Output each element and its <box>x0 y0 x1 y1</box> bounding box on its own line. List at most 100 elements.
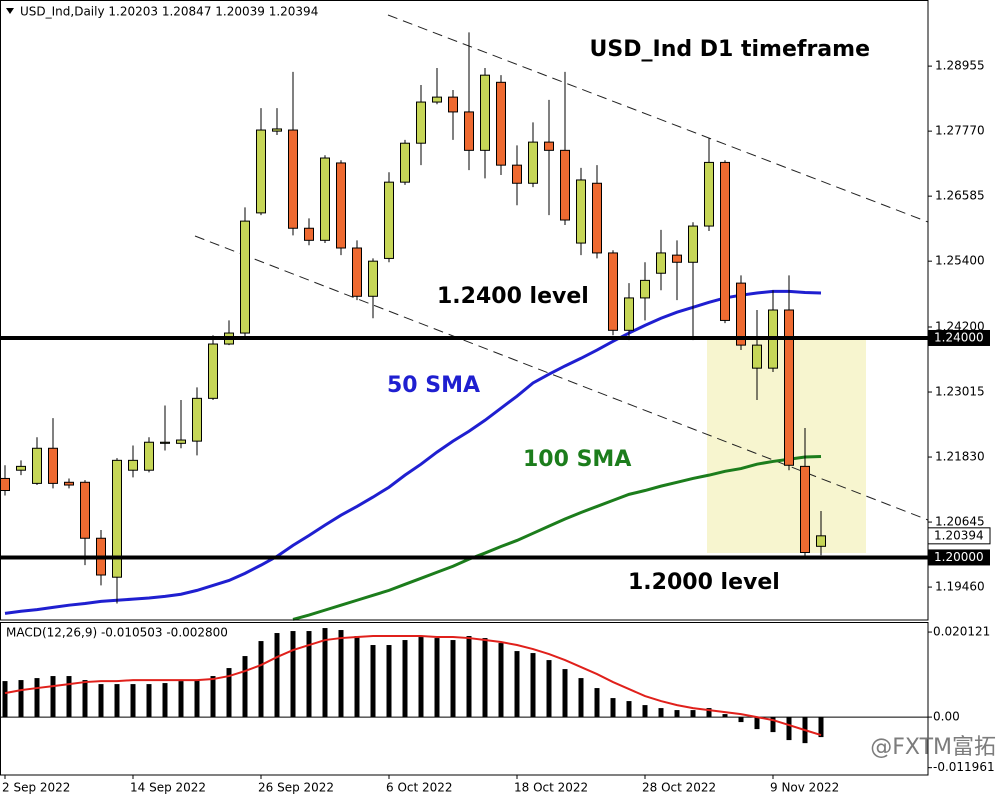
macd-bar <box>370 645 376 718</box>
candle-body <box>640 279 650 299</box>
candle-body <box>528 141 538 184</box>
macd-bar <box>594 688 600 718</box>
trend-line <box>194 235 929 521</box>
macd-bar <box>66 676 72 718</box>
macd-bar <box>466 636 472 718</box>
panel-border <box>0 622 929 776</box>
macd-bar <box>18 680 24 718</box>
sma-line <box>4 289 822 615</box>
level-label-box <box>928 549 990 566</box>
candle-body <box>576 179 586 244</box>
macd-bar <box>2 681 8 718</box>
candle-body <box>192 397 202 442</box>
macd-bar <box>386 645 392 718</box>
candle-body <box>304 227 314 241</box>
macd-panel: 0.020121 0.00 -0.011961 <box>0 625 995 774</box>
watermark: @FXTM富拓 <box>870 735 996 760</box>
candle-body <box>736 282 746 346</box>
macd-bar <box>690 710 696 718</box>
level-annotation: 1.2000 level <box>628 570 780 595</box>
candle-body <box>336 162 346 249</box>
candle-body <box>112 459 122 578</box>
x-tick-label: 26 Sep 2022 <box>258 781 334 795</box>
candle-body <box>448 96 458 113</box>
candle-body <box>688 225 698 263</box>
macd-bar <box>322 628 328 718</box>
macd-bar <box>786 717 792 741</box>
macd-bar <box>82 680 88 718</box>
y-tick-label: 1.25400 <box>935 254 985 268</box>
macd-bar <box>482 638 488 718</box>
candle-body <box>608 252 618 331</box>
trend-line <box>387 14 929 223</box>
y-tick-label: 1.27770 <box>935 124 985 138</box>
menu-arrow <box>6 8 14 14</box>
level-label: 1.20000 <box>934 550 984 564</box>
candle-body <box>384 181 394 259</box>
macd-bar <box>98 684 104 718</box>
macd-bar <box>818 717 824 738</box>
macd-bar <box>674 710 680 718</box>
macd-bar <box>498 643 504 718</box>
macd-bar <box>242 656 248 718</box>
candle-body <box>208 343 218 399</box>
sma-line <box>292 454 822 621</box>
macd-bar <box>194 680 200 718</box>
candle-body <box>64 481 74 486</box>
y-tick-label: -0.011961 <box>933 760 995 774</box>
candle-body <box>176 439 186 444</box>
y-tick-label: 1.28955 <box>935 59 985 73</box>
macd-bar <box>146 684 152 718</box>
candle-body <box>496 81 506 166</box>
candle-body <box>752 344 762 369</box>
candle-body <box>256 129 266 214</box>
candle-body <box>160 441 170 444</box>
macd-bar <box>706 708 712 718</box>
candle-body <box>288 129 298 229</box>
macd-bar <box>530 653 536 718</box>
candle-body <box>784 309 794 466</box>
macd-bar <box>418 637 424 718</box>
candle-body <box>704 161 714 227</box>
y-tick-label: 1.21830 <box>935 450 985 464</box>
macd-bar <box>722 714 728 718</box>
candle-body <box>128 459 138 471</box>
macd-bar <box>770 717 776 733</box>
macd-bar <box>626 701 632 718</box>
x-tick-label: 9 Nov 2022 <box>770 781 839 795</box>
macd-header: MACD(12,26,9) -0.010503 -0.002800 <box>6 626 228 640</box>
x-tick-label: 14 Sep 2022 <box>130 781 206 795</box>
chart-title: USD_Ind D1 timeframe <box>590 37 870 62</box>
level-annotation: 1.2400 level <box>437 284 589 309</box>
macd-bar <box>258 641 264 718</box>
macd-bar <box>642 705 648 718</box>
macd-bar <box>354 636 360 718</box>
y-tick-label: 0.00 <box>933 710 960 724</box>
chart-header: USD_Ind,Daily 1.20203 1.20847 1.20039 1.… <box>20 5 318 19</box>
macd-bar <box>450 640 456 718</box>
level-label: 1.24000 <box>934 330 984 344</box>
x-tick-label: 18 Oct 2022 <box>514 781 588 795</box>
candle-body <box>560 149 570 221</box>
macd-bar <box>306 631 312 718</box>
candle-body <box>592 182 602 254</box>
candle-body <box>16 465 26 471</box>
y-tick-label: 0.020121 <box>933 625 990 639</box>
candle-body <box>0 477 10 492</box>
candle-body <box>672 254 682 263</box>
candle-body <box>432 96 442 103</box>
candle-body <box>320 157 330 241</box>
candle-body <box>624 297 634 331</box>
candle-body <box>272 128 282 132</box>
candle-body <box>816 535 826 547</box>
x-tick-label: 6 Oct 2022 <box>386 781 453 795</box>
macd-bar <box>562 669 568 718</box>
x-tick-label: 2 Sep 2022 <box>2 781 70 795</box>
candle-body <box>352 247 362 297</box>
price-label: 1.20394 <box>934 528 984 542</box>
x-tick-label: 28 Oct 2022 <box>642 781 716 795</box>
macd-bar <box>546 660 552 718</box>
candle-body <box>512 164 522 184</box>
candle-body <box>368 260 378 297</box>
panel-border <box>0 0 929 621</box>
